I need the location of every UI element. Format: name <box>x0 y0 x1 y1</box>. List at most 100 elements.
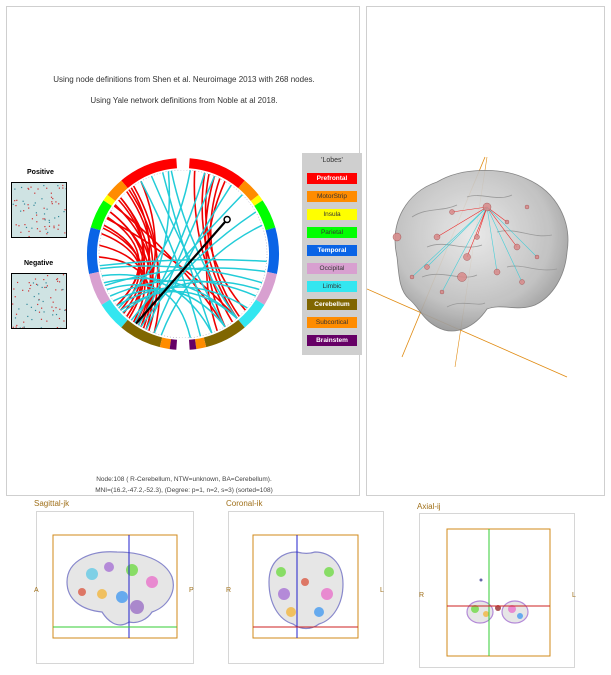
matrix-cell <box>24 224 26 226</box>
matrix-cell <box>18 308 20 310</box>
matrix-cell <box>27 204 29 206</box>
brain-sulci <box>411 194 558 308</box>
lobe-arc-left[interactable] <box>89 271 111 305</box>
connection-edge <box>161 172 213 334</box>
lobe-arc-right[interactable] <box>194 337 207 350</box>
matrix-cell <box>42 300 44 303</box>
matrix-cell <box>57 215 60 218</box>
matrix-cell <box>23 203 26 205</box>
matrix-cell <box>12 203 14 205</box>
matrix-cell <box>28 282 30 284</box>
matrix-cell <box>27 315 29 318</box>
connection-edge <box>102 227 146 323</box>
matrix-cell <box>15 224 17 226</box>
matrix-cell <box>44 226 46 228</box>
matrix-cell <box>22 327 24 328</box>
lobe-arc-left[interactable] <box>103 194 116 206</box>
brain-edge <box>441 206 488 293</box>
matrix-cell <box>62 274 65 276</box>
connection-edge <box>137 172 206 326</box>
brain-node <box>433 233 441 241</box>
node-info-text: Node:108 ( R-Cerebellum, NTW=unknown, BA… <box>96 476 272 483</box>
connection-edge <box>109 211 146 319</box>
matrix-cell <box>29 287 31 290</box>
matrix-cell <box>58 317 61 320</box>
matrix-cell <box>31 318 33 321</box>
matrix-cell <box>45 286 47 289</box>
matrix-cell <box>23 210 25 212</box>
matrix-cell <box>59 308 61 310</box>
connection-edge <box>145 175 216 330</box>
lobe-arc-left[interactable] <box>121 319 163 348</box>
negative-matrix[interactable] <box>11 273 67 329</box>
brain-node <box>519 279 525 285</box>
matrix-cell <box>58 203 60 205</box>
positive-matrix[interactable] <box>11 182 67 238</box>
coronal-viewer[interactable]: R L <box>226 511 384 664</box>
lobe-arc-left[interactable] <box>90 200 112 231</box>
matrix-cell <box>64 309 66 311</box>
lobe-arc-left[interactable] <box>159 337 172 350</box>
brain-edge <box>486 206 523 283</box>
node-definition-text: Using node definitions from Shen et al. … <box>53 75 315 84</box>
selected-node-marker[interactable] <box>223 215 231 224</box>
matrix-cell <box>36 284 39 286</box>
matrix-cell <box>46 320 48 322</box>
connectome-circle[interactable] <box>7 7 361 497</box>
matrix-cell <box>57 228 59 230</box>
axial-left-label: R <box>419 592 425 599</box>
lobe-arc-right[interactable] <box>265 227 279 274</box>
matrix-cell <box>27 187 29 190</box>
lobe-arc-right[interactable] <box>238 180 259 202</box>
matrix-cell <box>61 289 63 291</box>
connection-edge <box>120 290 238 319</box>
legend-item-cerebellum: Cerebellum <box>307 299 357 310</box>
brain-edge <box>411 206 488 278</box>
lobe-arc-right[interactable] <box>203 319 245 348</box>
inner-ring <box>98 169 268 339</box>
sagittal-viewer[interactable]: A P <box>34 511 194 664</box>
brain-3d-view[interactable] <box>366 6 605 496</box>
brain-edges <box>392 202 540 295</box>
legend-item-occipital: Occipital <box>307 263 357 274</box>
lobe-arc-left[interactable] <box>101 299 128 328</box>
lobes-legend: 'Lobes' Prefrontal MotorStrip Insula Pariet… <box>302 153 362 355</box>
matrix-cell <box>39 230 41 232</box>
legend-item-brainstem: Brainstem <box>307 335 357 346</box>
matrix-cell <box>13 288 15 290</box>
matrix-cell <box>28 207 30 209</box>
lobe-arc-right[interactable] <box>255 271 277 305</box>
matrix-cell <box>14 317 17 319</box>
brain-edge <box>476 206 488 238</box>
matrix-cell <box>30 284 32 286</box>
node-coords-text: MNI=(16.2,-47.2,-52.3), (Degree: p=1, n=… <box>95 487 273 494</box>
lobe-arc-right[interactable] <box>188 158 245 189</box>
matrix-cell <box>51 306 53 308</box>
brain-3d-render[interactable] <box>367 7 606 497</box>
lobe-arc-right[interactable] <box>250 194 263 206</box>
matrix-cell <box>33 204 35 206</box>
legend-item-parietal: Parietal <box>307 227 357 238</box>
matrix-cell <box>23 321 25 323</box>
lobe-arc-right[interactable] <box>254 200 276 231</box>
lobe-arc-left[interactable] <box>107 180 128 202</box>
lobe-arc-right[interactable] <box>188 339 197 350</box>
matrix-cell <box>15 205 17 207</box>
connection-edge <box>134 171 171 324</box>
axial-viewer[interactable]: R L <box>419 513 576 668</box>
matrix-cell <box>45 228 47 230</box>
matrix-cell <box>41 198 43 200</box>
matrix-cell <box>60 327 62 328</box>
matrix-cell <box>28 290 30 292</box>
matrix-cell <box>44 219 46 221</box>
lobe-arc-left[interactable] <box>87 227 101 274</box>
matrix-cell <box>34 202 36 204</box>
matrix-cell <box>26 303 28 305</box>
lobe-arc-left[interactable] <box>121 158 178 189</box>
lobe-arc-left[interactable] <box>169 339 178 350</box>
axial-title: Axial-ij <box>417 502 441 511</box>
matrix-cell <box>41 286 43 289</box>
brain-node <box>493 268 501 276</box>
matrix-cell <box>46 285 48 287</box>
lobe-arc-right[interactable] <box>238 299 265 328</box>
